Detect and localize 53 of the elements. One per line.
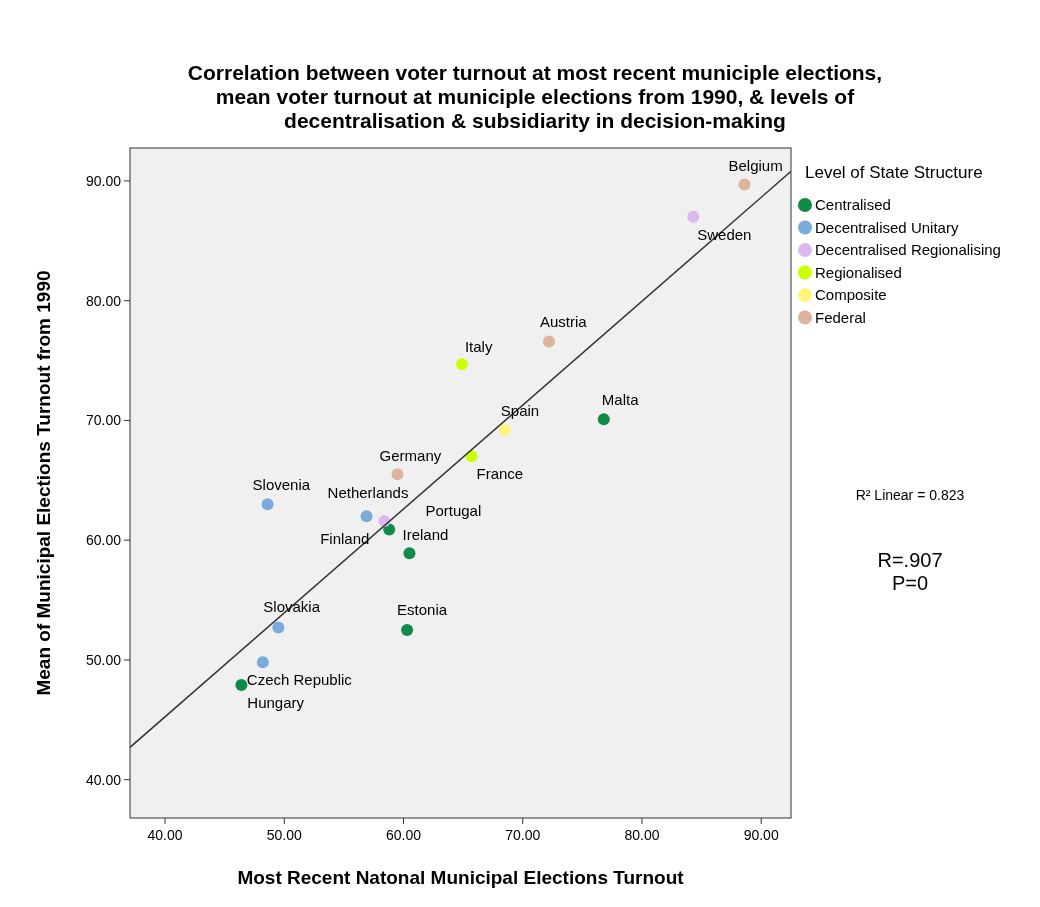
annotation: Malta bbox=[601, 391, 640, 409]
annotation: Germany bbox=[379, 447, 442, 465]
text: P=0 bbox=[891, 572, 929, 594]
legend-label: Decentralised Regionalising bbox=[815, 241, 1001, 258]
annotation: Slovenia bbox=[252, 476, 311, 494]
annotation: France bbox=[476, 465, 524, 483]
annotation: Portugal bbox=[425, 502, 482, 520]
point bbox=[403, 547, 416, 560]
annotation: Austria bbox=[539, 313, 588, 331]
legend-label: Federal bbox=[815, 308, 866, 326]
point bbox=[455, 358, 468, 371]
y-tick-label: 60.00 bbox=[85, 532, 122, 549]
x-tick-label: 50.00 bbox=[266, 827, 303, 843]
text: R² Linear = 0.823 bbox=[855, 487, 965, 503]
point bbox=[597, 413, 610, 426]
legend-title: Level of State Structure bbox=[805, 163, 983, 182]
annotation: Belgium bbox=[728, 156, 783, 174]
annotation: Estonia bbox=[397, 600, 448, 618]
y-axis-title: Mean of Municipal Elections Turnout from 1990 bbox=[33, 270, 54, 696]
y-tick-label: 40.00 bbox=[85, 771, 122, 788]
annotation: Italy bbox=[464, 338, 493, 356]
point bbox=[272, 621, 285, 634]
x-axis-title: Most Recent Natonal Municipal Elections Turnout bbox=[237, 867, 685, 888]
legend-label: Centralised bbox=[815, 196, 891, 213]
point bbox=[542, 335, 555, 348]
legend-label: Decentralised Unitary bbox=[815, 218, 959, 236]
y-tick-label: 90.00 bbox=[85, 172, 122, 189]
y-tick-label: 80.00 bbox=[85, 292, 122, 309]
annotation: Ireland bbox=[402, 526, 449, 544]
point bbox=[687, 210, 700, 223]
point bbox=[401, 624, 414, 636]
point bbox=[235, 679, 248, 692]
x-tick-label: 80.00 bbox=[624, 827, 660, 843]
y-tick-label: 50.00 bbox=[85, 651, 122, 668]
text: R=.907 bbox=[877, 549, 943, 571]
chart-title: Correlation between voter turnout at most recent municiple elections, mean voter turnout at municiple elections from 1990, & levels of decentralisation & subsidiarity in decision-making bbox=[187, 61, 883, 132]
point bbox=[738, 178, 751, 191]
x-tick-label: 40.00 bbox=[147, 827, 183, 843]
x-tick-label: 60.00 bbox=[385, 827, 422, 843]
annotation: Czech Republic bbox=[246, 671, 353, 689]
annotation: Netherlands bbox=[327, 484, 409, 502]
point bbox=[391, 468, 404, 481]
y-tick-label: 70.00 bbox=[85, 412, 122, 429]
annotation: Hungary bbox=[247, 694, 305, 712]
annotation: Finland bbox=[320, 530, 370, 548]
point bbox=[256, 656, 269, 669]
point bbox=[360, 510, 373, 523]
x-tick-label: 90.00 bbox=[743, 827, 779, 843]
point bbox=[498, 424, 511, 436]
legend-label: Composite bbox=[815, 286, 887, 303]
legend-label: Regionalised bbox=[815, 263, 902, 281]
point bbox=[261, 498, 274, 511]
x-tick-label: 70.00 bbox=[505, 827, 541, 843]
